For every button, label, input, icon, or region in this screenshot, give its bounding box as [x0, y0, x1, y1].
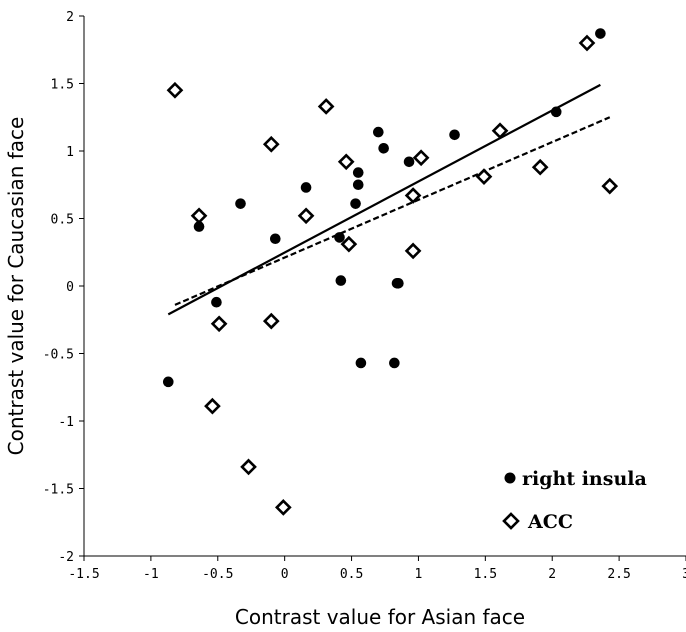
y-tick-label: 0: [66, 280, 74, 295]
point-right-insula: [211, 296, 222, 308]
x-tick-label: -1: [143, 567, 159, 582]
legend-marker-right-insula: [504, 472, 516, 484]
point-right-insula: [334, 232, 345, 243]
y-tick-label: 1: [66, 145, 74, 160]
point-acc: [204, 397, 221, 415]
point-acc: [491, 122, 509, 140]
x-tick-label: -1.5: [68, 567, 99, 582]
point-acc: [412, 149, 430, 167]
point-right-insula: [403, 156, 415, 168]
point-acc: [601, 177, 619, 195]
point-acc: [274, 499, 292, 516]
data-points: [162, 28, 619, 516]
point-acc: [404, 242, 422, 260]
y-tick-label: -1.5: [43, 483, 74, 498]
point-right-insula: [350, 198, 361, 209]
point-acc: [337, 153, 355, 171]
point-acc: [297, 207, 315, 225]
point-acc: [240, 458, 257, 476]
point-right-insula: [449, 129, 460, 141]
point-right-insula: [389, 357, 400, 369]
y-tick-label: 1.5: [51, 78, 74, 93]
point-right-insula: [550, 106, 562, 118]
point-right-insula: [393, 278, 404, 289]
point-right-insula: [270, 233, 281, 245]
point-right-insula: [352, 179, 364, 191]
point-right-insula: [378, 143, 389, 154]
x-tick-label: 1: [415, 567, 423, 582]
point-right-insula: [235, 198, 246, 209]
y-tick-label: 2: [66, 10, 74, 25]
point-right-insula: [352, 167, 364, 178]
point-acc: [404, 187, 422, 204]
y-tick-label: -1: [58, 415, 74, 430]
point-acc: [210, 315, 228, 333]
legend: right insula ACC: [502, 468, 647, 533]
x-tick-label: 0.5: [340, 567, 363, 582]
x-tick-label: -0.5: [202, 567, 233, 582]
legend-marker-acc: [502, 512, 520, 530]
legend-label-acc: ACC: [527, 511, 573, 533]
point-right-insula: [335, 275, 347, 286]
point-right-insula: [355, 357, 367, 369]
x-tick-label: 2: [548, 567, 556, 582]
tick-labels: -2 -1.5 -1 -0.5 0 0.5 1 1.5 2 -1.5 -1 -0.5 0 0.5 1 1.5 2…: [43, 10, 686, 582]
y-tick-label: -0.5: [43, 348, 74, 363]
axes: [79, 15, 686, 561]
point-right-insula: [595, 28, 606, 39]
x-tick-label: 1.5: [474, 567, 497, 582]
y-tick-label: 0.5: [51, 213, 74, 228]
fit-line-right-insula: [167, 83, 601, 316]
point-right-insula: [162, 376, 174, 388]
x-tick-label: 0: [281, 567, 289, 582]
trend-lines: [167, 83, 611, 316]
point-acc: [475, 168, 493, 185]
point-acc: [190, 207, 208, 225]
point-acc: [317, 98, 335, 115]
point-acc: [531, 158, 549, 176]
x-axis-title: Contrast value for Asian face: [235, 605, 525, 629]
point-acc: [340, 235, 358, 253]
point-acc: [262, 135, 280, 153]
y-tick-label: -2: [58, 550, 74, 565]
legend-label-right-insula: right insula: [522, 468, 647, 490]
point-acc: [262, 312, 280, 330]
x-tick-label: 3: [682, 567, 686, 582]
y-axis-title: Contrast value for Caucasian face: [4, 117, 28, 456]
point-acc: [166, 81, 184, 99]
point-right-insula: [193, 221, 205, 232]
fit-line-acc: [174, 116, 611, 306]
point-right-insula: [300, 182, 312, 193]
x-tick-label: 2.5: [607, 567, 630, 582]
point-right-insula: [373, 126, 384, 138]
point-acc: [578, 34, 596, 52]
